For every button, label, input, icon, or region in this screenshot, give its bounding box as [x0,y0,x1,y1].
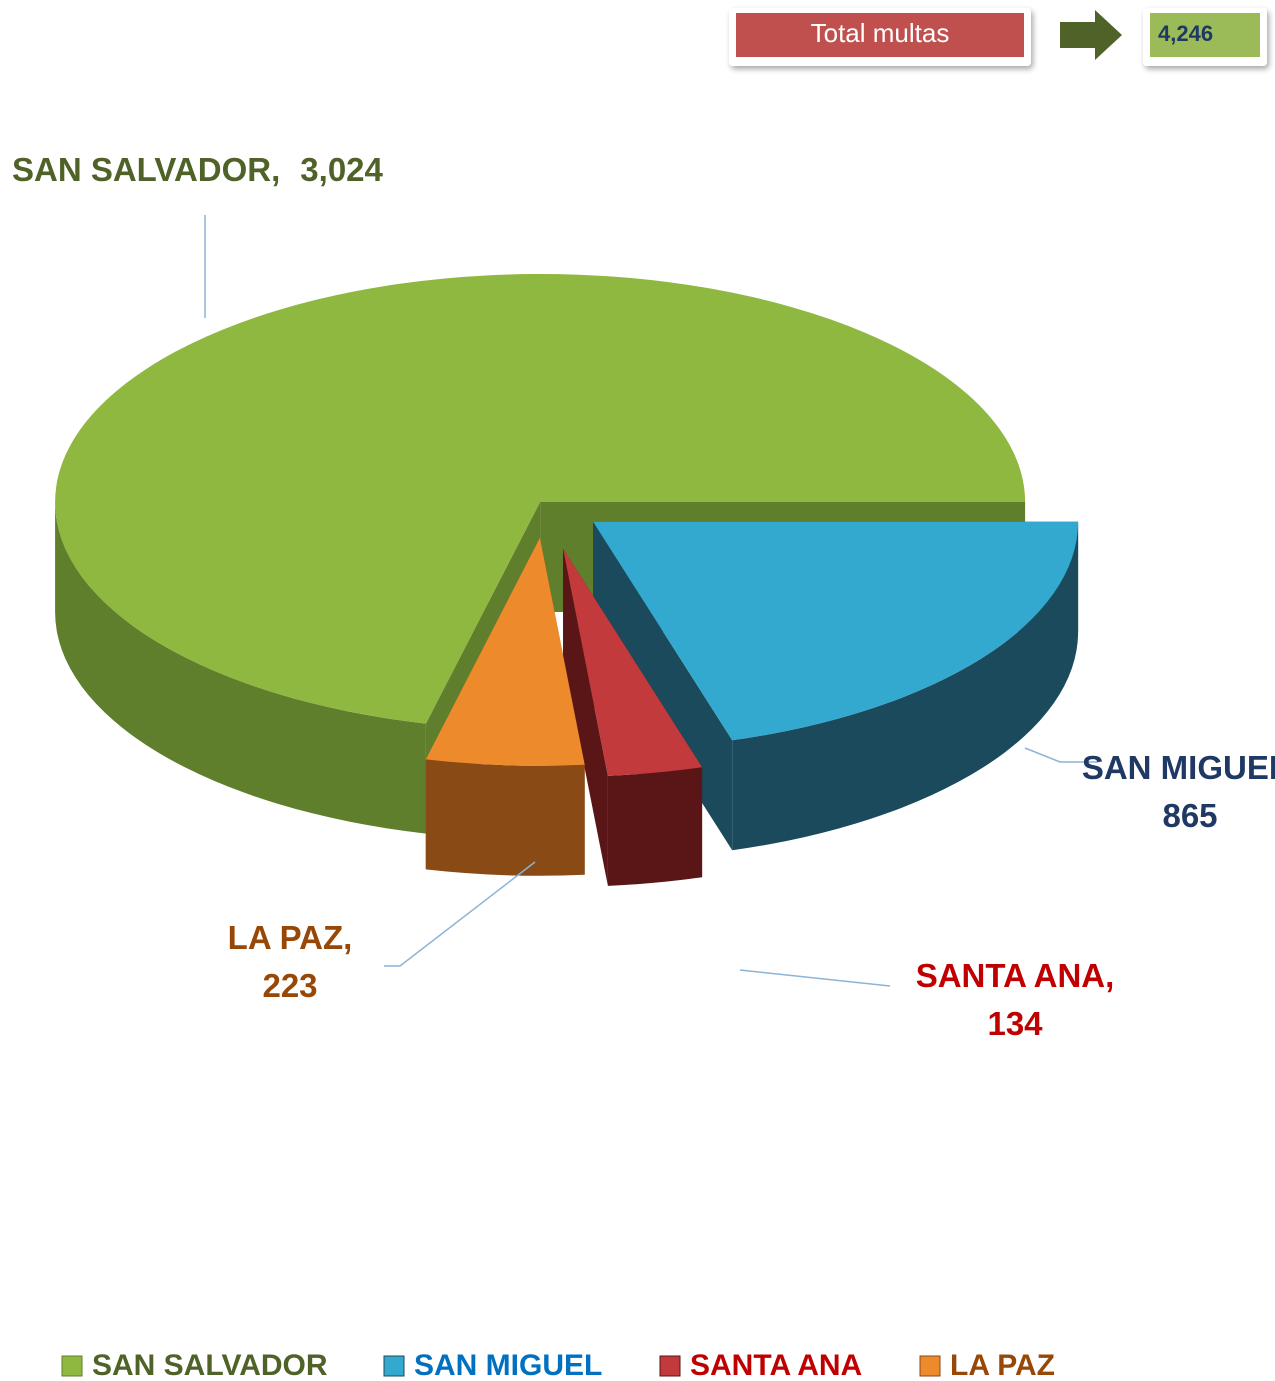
leader-line [384,861,536,967]
data-label-value: 865 [1162,797,1217,834]
slice [425,537,585,766]
data-label-category: LA PAZ [228,919,343,956]
data-label-separator: , [1105,957,1114,994]
legend-swatch [659,1355,681,1377]
total-label-fill [736,13,1024,57]
total-label: Total multas [811,18,950,48]
data-label: SANTA ANA, 134 [916,957,1115,1042]
leader-line [1024,747,1098,763]
total-value: 4,246 [1158,21,1213,46]
total-value-fill [1150,13,1260,57]
data-label: LA PAZ, 223 [228,919,353,1004]
data-label-value: 223 [262,967,317,1004]
legend-label: SAN MIGUEL [414,1349,602,1381]
legend-label: SANTA ANA [690,1349,862,1381]
data-label: SAN MIGUEL,865 [1082,749,1275,834]
arrow [1060,10,1122,60]
legend-swatch [383,1355,405,1377]
slice [563,548,703,776]
slice-wall [55,502,426,834]
legend-swatch [61,1355,83,1377]
data-label-category: SANTA ANA [916,957,1105,994]
data-label-separator: , [343,919,352,956]
slice-side [563,548,608,886]
slice [593,521,1079,741]
data-label: SAN SALVADOR, 3,024 [12,151,384,188]
data-label-value: 134 [987,1005,1043,1042]
data-label-category: SAN SALVADOR [12,151,271,188]
slice-wall [425,759,585,876]
legend-swatch [919,1355,941,1377]
pie [55,274,1079,886]
legend-label: SAN SALVADOR [92,1349,328,1381]
slice [55,274,1026,724]
data-label-category: SAN MIGUEL [1082,749,1275,786]
slice-wall [732,521,1079,851]
legend-label: LA PAZ [950,1349,1055,1381]
data-label-separator: , [271,151,280,188]
slice-wall [607,767,703,886]
leader-line [739,969,891,987]
data-label-value: 3,024 [300,151,383,188]
